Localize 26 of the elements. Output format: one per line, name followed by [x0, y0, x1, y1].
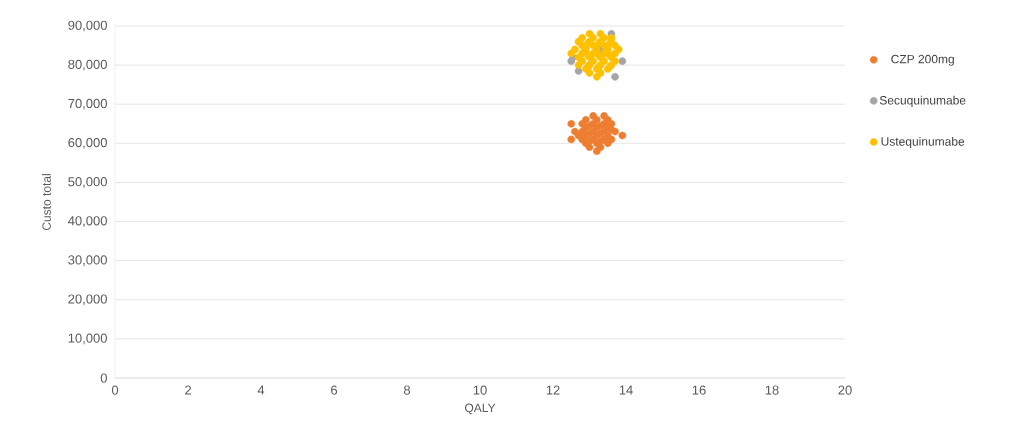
y-tick-label: 30,000: [68, 255, 107, 267]
x-tick-label: 14: [619, 385, 633, 395]
y-tick-label: 60,000: [68, 137, 107, 149]
y-axis-title: Custo total: [42, 174, 51, 231]
x-tick-label: 12: [546, 385, 560, 395]
x-tick-label: 0: [111, 385, 119, 395]
x-tick-label: 8: [403, 385, 411, 395]
y-tick-label: 50,000: [68, 177, 107, 188]
legend-label: Secuquinumabe: [879, 95, 966, 107]
x-tick-label: 4: [257, 385, 265, 395]
x-tick-label: 2: [185, 385, 191, 395]
y-tick-label: 0: [100, 373, 107, 383]
y-tick-label: 90,000: [68, 20, 107, 32]
y-tick-label: 20,000: [68, 294, 107, 306]
y-tick-label: 40,000: [68, 216, 107, 227]
x-axis-title: QALY: [465, 403, 496, 415]
x-tick-label: 16: [692, 385, 706, 395]
legend-label: Ustequinumabe: [881, 136, 965, 149]
y-tick-label: 10,000: [68, 333, 107, 345]
y-tick-label: 70,000: [68, 98, 107, 110]
y-tick-label: 80,000: [68, 59, 107, 71]
x-tick-label: 6: [331, 385, 338, 395]
x-tick-label: 18: [765, 385, 779, 395]
x-tick-label: 20: [838, 385, 852, 395]
legend-label: CZP 200mg: [891, 54, 954, 66]
x-tick-label: 10: [473, 385, 487, 395]
